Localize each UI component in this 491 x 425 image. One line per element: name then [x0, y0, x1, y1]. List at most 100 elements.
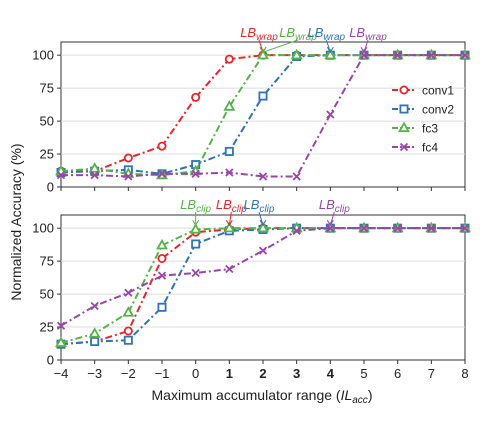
data-point-fc4 — [326, 110, 335, 119]
data-point-fc3 — [223, 100, 236, 111]
x-tick-label: 8 — [461, 366, 468, 381]
data-point-conv2 — [123, 335, 133, 345]
y-tick-label: 100 — [32, 48, 54, 63]
data-point-conv1 — [224, 54, 234, 64]
annotation-label: LBwrap — [240, 25, 278, 43]
series-line-fc3 — [60, 54, 465, 177]
x-tick-label: 2 — [259, 366, 266, 381]
data-point-fc4 — [427, 51, 436, 60]
data-point-fc4 — [359, 51, 369, 60]
x-tick-label: 3 — [293, 366, 300, 381]
annotation-label: LBclip — [180, 197, 211, 215]
data-point-conv2 — [90, 337, 100, 347]
annotation-label: LBwrap — [279, 25, 317, 43]
data-point-fc3 — [290, 48, 303, 60]
data-point-fc4 — [393, 224, 402, 233]
data-point-fc4 — [359, 224, 369, 233]
data-point-conv2 — [258, 91, 268, 101]
data-point-conv1 — [157, 253, 167, 263]
legend-label-conv1: conv1 — [422, 84, 454, 98]
data-point-conv2 — [224, 146, 234, 156]
data-point-fc4 — [124, 288, 133, 297]
x-tick-label: −3 — [87, 366, 102, 381]
data-point-fc3 — [88, 162, 101, 173]
data-point-fc3 — [257, 48, 269, 60]
x-tick-label: −2 — [121, 366, 136, 381]
y-tick-label: 25 — [40, 320, 54, 335]
annotation-label: LBwrap — [308, 25, 346, 43]
data-point-fc4 — [191, 268, 200, 278]
data-point-fc4 — [460, 224, 470, 233]
annotation-label: LBclip — [319, 197, 350, 215]
data-point-fc3 — [324, 48, 337, 60]
legend-marker-fc3 — [398, 121, 410, 133]
data-point-fc3 — [189, 223, 202, 234]
x-tick-label: 5 — [360, 366, 367, 381]
x-tick-label: 6 — [394, 366, 401, 381]
annotation-arrowhead — [360, 46, 368, 54]
data-point-fc3 — [156, 238, 168, 250]
data-point-fc4 — [124, 172, 133, 181]
plot-frame — [60, 214, 466, 361]
data-point-fc4 — [157, 169, 167, 178]
annotation-arrowhead — [259, 46, 267, 54]
legend-label-conv2: conv2 — [422, 103, 454, 117]
annotation-arrowhead — [259, 219, 267, 227]
x-tick-label: −1 — [155, 366, 170, 381]
data-point-fc4 — [292, 226, 301, 235]
legend-marker-fc4 — [399, 142, 409, 152]
y-axis-label: Normalized Accuracy (%) — [8, 143, 24, 300]
x-tick-label: 1 — [226, 366, 233, 381]
annotation-arrow — [228, 211, 232, 226]
annotation-arrowhead — [225, 219, 233, 227]
data-point-fc4 — [427, 224, 436, 233]
annotation-label: LBclip — [216, 197, 247, 215]
data-point-fc3 — [88, 327, 101, 338]
series-line-fc4 — [61, 54, 465, 178]
data-point-conv1 — [191, 92, 201, 102]
data-point-fc4 — [326, 224, 335, 233]
y-tick-label: 50 — [40, 114, 54, 129]
legend-label-fc4: fc4 — [422, 141, 438, 155]
legend-label-fc3: fc3 — [422, 122, 438, 136]
y-tick-label: 25 — [40, 147, 54, 162]
data-point-fc4 — [157, 271, 167, 280]
data-point-fc4 — [56, 321, 66, 330]
annotation-arrowhead — [326, 46, 334, 54]
data-point-fc3 — [257, 221, 269, 233]
data-point-conv2 — [157, 302, 167, 312]
y-tick-label: 0 — [47, 180, 54, 195]
data-point-fc4 — [90, 170, 99, 180]
plot-frame — [60, 41, 466, 188]
x-tick-label: −4 — [54, 366, 69, 381]
series-line-fc4 — [60, 227, 465, 327]
annotation-arrowhead — [192, 219, 200, 227]
data-point-fc4 — [56, 170, 66, 180]
legend-marker-conv1 — [399, 85, 409, 95]
data-point-conv1 — [157, 141, 167, 151]
legend: conv1 conv2 fc3 fc4 — [392, 84, 454, 155]
annotation-arrow — [329, 211, 335, 226]
data-point-fc4 — [258, 172, 268, 181]
y-tick-label: 75 — [40, 81, 54, 96]
annotation-arrowhead — [326, 219, 334, 227]
series-line-fc3 — [60, 227, 465, 344]
data-point-fc4 — [191, 169, 200, 178]
legend-marker-conv2 — [399, 104, 409, 114]
x-axis-label: Maximum accumulator range (ILacc) — [152, 387, 373, 406]
y-tick-label: 0 — [47, 353, 54, 368]
data-point-conv1 — [123, 326, 133, 336]
y-tick-label: 50 — [40, 287, 54, 302]
y-tick-label: 100 — [32, 221, 54, 236]
series-line-conv2 — [60, 54, 465, 175]
x-tick-label: 0 — [192, 366, 199, 381]
data-point-fc4 — [292, 172, 301, 181]
data-point-conv1 — [123, 153, 133, 163]
data-point-fc4 — [393, 51, 402, 60]
data-point-fc3 — [55, 336, 67, 347]
data-point-conv2 — [191, 239, 201, 249]
data-point-fc3 — [223, 221, 236, 233]
